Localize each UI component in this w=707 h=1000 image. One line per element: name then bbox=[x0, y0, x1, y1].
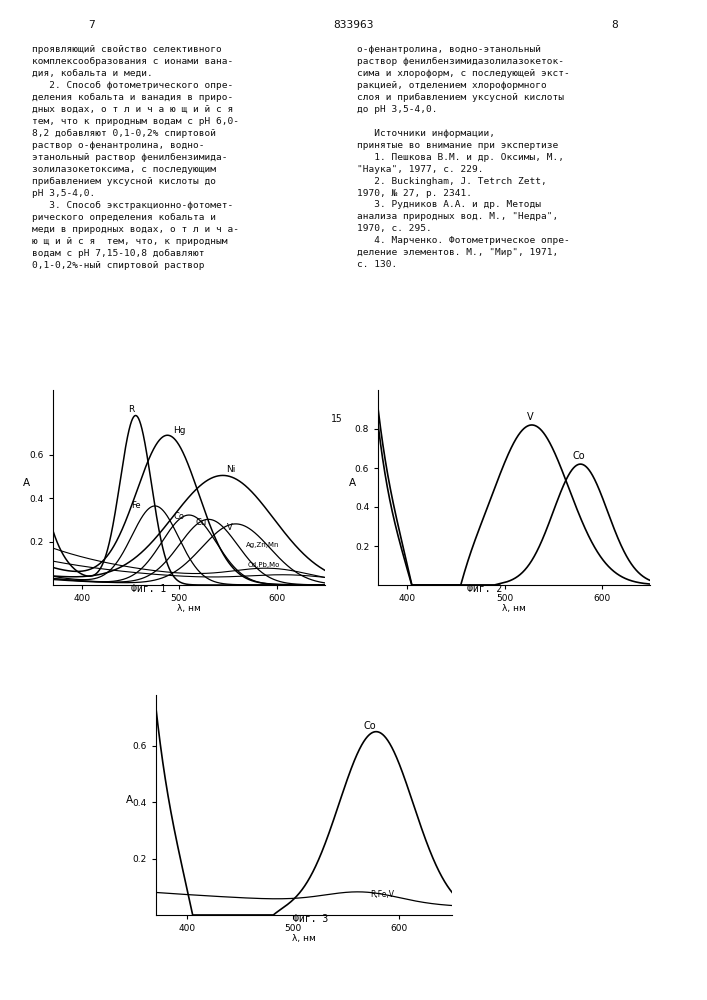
Text: 8: 8 bbox=[612, 20, 619, 30]
Text: Ag,Zn,Mn: Ag,Zn,Mn bbox=[245, 542, 279, 548]
X-axis label: λ, нм: λ, нм bbox=[177, 604, 201, 613]
Y-axis label: A: A bbox=[126, 795, 133, 805]
Text: Hg: Hg bbox=[173, 426, 186, 435]
Text: V: V bbox=[227, 523, 233, 532]
Text: 15: 15 bbox=[331, 414, 343, 424]
Text: R: R bbox=[128, 405, 134, 414]
X-axis label: λ, нм: λ, нм bbox=[292, 934, 316, 943]
Text: Ni: Ni bbox=[226, 465, 235, 474]
Text: проявляющий свойство селективного
комплексообразования с ионами вана-
дия, кобал: проявляющий свойство селективного компле… bbox=[32, 45, 239, 270]
Text: Фиг. 1: Фиг. 1 bbox=[131, 584, 166, 594]
Text: Co: Co bbox=[174, 512, 185, 521]
Text: Cu: Cu bbox=[195, 518, 206, 527]
Text: Co: Co bbox=[363, 721, 376, 731]
Text: Фиг. 3: Фиг. 3 bbox=[293, 914, 329, 924]
X-axis label: λ, нм: λ, нм bbox=[503, 604, 526, 613]
Text: Фиг. 2: Фиг. 2 bbox=[467, 584, 502, 594]
Text: 7: 7 bbox=[88, 20, 95, 30]
Y-axis label: A: A bbox=[349, 478, 356, 488]
Text: Fe: Fe bbox=[131, 501, 141, 510]
Text: V: V bbox=[527, 412, 533, 422]
Text: R,Fe,V: R,Fe,V bbox=[370, 890, 394, 899]
Text: Co: Co bbox=[572, 451, 585, 461]
Text: Cd,Pb,Mo: Cd,Pb,Mo bbox=[247, 562, 280, 568]
Text: 833963: 833963 bbox=[333, 20, 374, 30]
Text: о-фенантролина, водно-этанольный
раствор фенилбензимидазолилазокеток-
сима и хло: о-фенантролина, водно-этанольный раствор… bbox=[357, 45, 570, 269]
Y-axis label: A: A bbox=[23, 478, 30, 488]
